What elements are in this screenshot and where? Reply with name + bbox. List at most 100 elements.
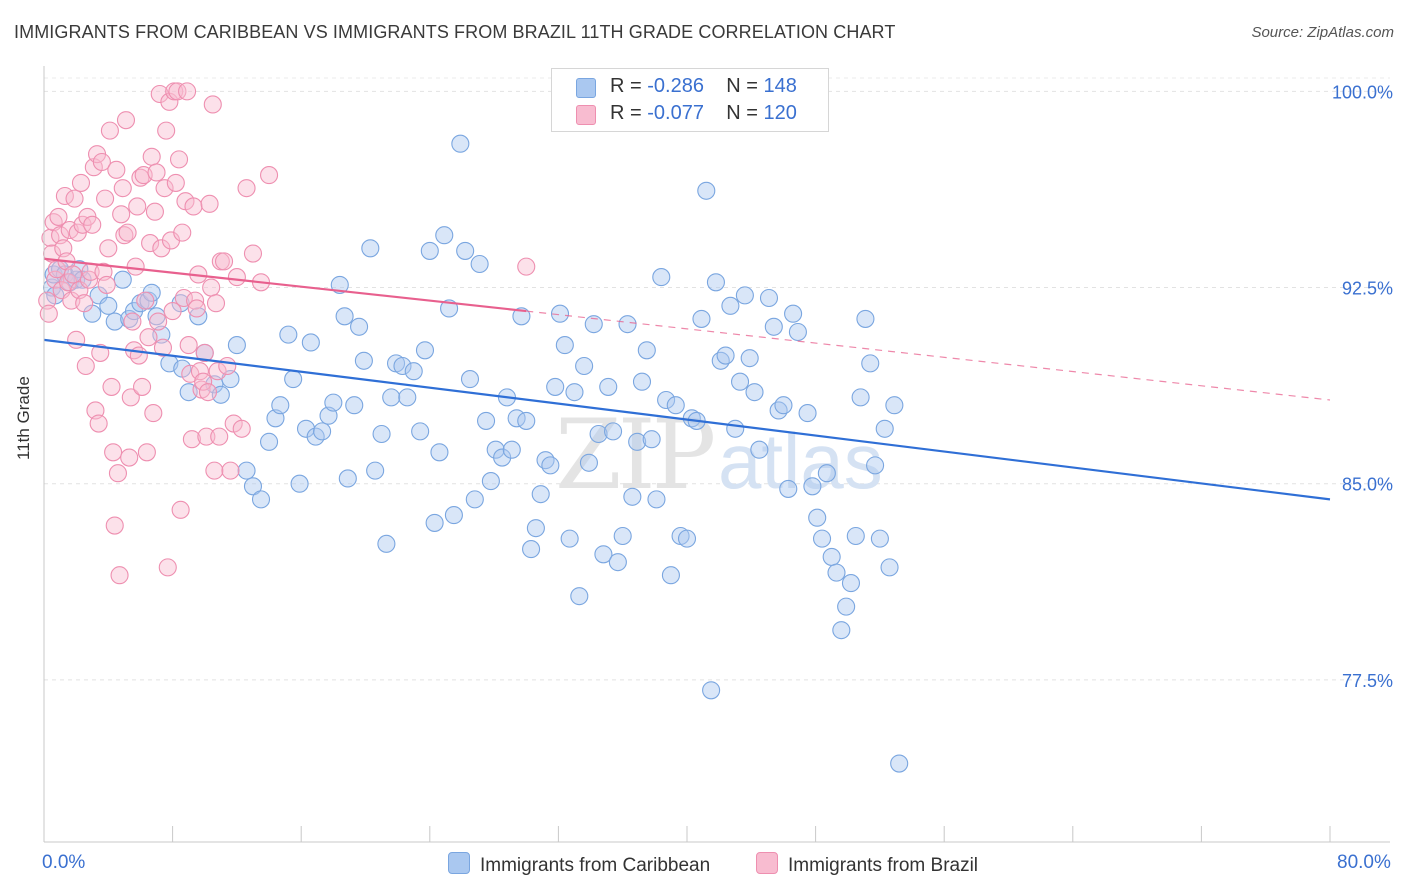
brazil-point <box>197 427 216 446</box>
brazil-point <box>44 213 63 232</box>
caribbean-point <box>803 477 822 496</box>
caribbean-point <box>652 268 671 287</box>
caribbean-point <box>846 526 865 546</box>
caribbean-point <box>750 440 769 459</box>
caribbean-point <box>517 411 536 430</box>
caribbean-point <box>774 396 793 415</box>
brazil-point <box>131 168 150 187</box>
caribbean-point <box>570 587 589 606</box>
brazil-point <box>108 464 127 483</box>
series-caribbean-points <box>42 82 909 773</box>
caribbean-point <box>456 241 475 260</box>
bottom-legend-caribbean: Immigrants from Caribbean <box>448 852 710 877</box>
brazil-point <box>182 430 201 449</box>
brazil-point <box>166 173 185 192</box>
caribbean-point <box>721 296 740 315</box>
caribbean-point <box>541 456 560 475</box>
watermark-atlas: atlas <box>718 417 883 505</box>
brazil-point <box>187 299 206 318</box>
brazil-point <box>214 252 234 271</box>
caribbean-point <box>832 621 851 640</box>
brazil-point <box>116 111 136 130</box>
caribbean-point <box>560 529 579 548</box>
brazil-point <box>63 265 82 284</box>
caribbean-point <box>589 424 608 444</box>
brazil-point <box>237 179 256 198</box>
source-label: Source: ZipAtlas.com <box>1251 24 1394 41</box>
brazil-point <box>174 288 193 308</box>
caribbean-point <box>706 273 725 292</box>
caribbean-point <box>345 396 364 415</box>
correlation-legend: R = -0.286 N = 148 R = -0.077 N = 120 <box>551 68 829 132</box>
caribbean-point <box>338 469 357 488</box>
caribbean-point <box>740 349 759 368</box>
brazil-point <box>110 566 129 585</box>
y-tick-label: 92.5% <box>1342 279 1393 299</box>
brazil-point <box>152 239 171 258</box>
caribbean-point <box>661 566 680 585</box>
brazil-point <box>139 328 158 347</box>
brazil-point <box>205 461 224 480</box>
caribbean-point <box>716 346 735 365</box>
caribbean-point <box>657 390 676 410</box>
bottom-legend-label-brazil: Immigrants from Brazil <box>788 855 979 876</box>
brazil-point <box>49 207 68 226</box>
brazil-point <box>221 461 240 480</box>
brazil-point <box>39 304 58 323</box>
brazil-point <box>198 383 218 402</box>
caribbean-point <box>827 563 846 582</box>
brazil-point <box>75 294 94 313</box>
caribbean-point <box>444 506 463 525</box>
brazil-point <box>153 338 173 357</box>
caribbean-point <box>735 286 754 305</box>
caribbean-point <box>784 304 803 323</box>
caribbean-point <box>420 241 439 260</box>
brazil-point <box>194 372 213 391</box>
caribbean-point <box>613 526 632 546</box>
x-tick-label-max: 80.0% <box>1337 852 1391 873</box>
caribbean-point <box>642 430 661 449</box>
caribbean-point <box>398 388 417 407</box>
brazil-point <box>184 197 203 216</box>
caribbean-point <box>841 574 861 593</box>
y-tick-label: 77.5% <box>1342 671 1393 691</box>
y-axis-label: 11th Grade <box>14 376 33 460</box>
caribbean-point <box>313 422 332 441</box>
brazil-point <box>158 558 177 577</box>
caribbean-point <box>411 422 430 441</box>
brazil-point <box>76 356 95 376</box>
caribbean-point <box>579 453 598 472</box>
brazil-point <box>157 121 176 140</box>
caribbean-point <box>599 377 618 396</box>
x-tick-label-min: 0.0% <box>42 852 86 873</box>
brazil-point <box>105 516 124 535</box>
caribbean-point <box>335 307 354 326</box>
legend-n-label: N = <box>726 102 758 124</box>
caribbean-point <box>692 309 711 328</box>
caribbean-point <box>822 547 841 566</box>
caribbean-point <box>608 553 627 572</box>
caribbean-point <box>885 396 904 415</box>
caribbean-point <box>565 383 584 402</box>
caribbean-point <box>880 558 899 577</box>
caribbean-point <box>290 474 309 493</box>
legend-swatch-brazil <box>576 105 596 125</box>
caribbean-point <box>354 351 373 370</box>
caribbean-point <box>526 519 545 538</box>
brazil-point <box>115 226 134 245</box>
brazil-point <box>169 150 189 169</box>
brazil-point <box>145 202 164 221</box>
brazil-point <box>142 147 161 166</box>
caribbean-point <box>890 754 909 773</box>
brazil-point <box>128 197 147 216</box>
brazil-point <box>71 173 91 192</box>
brazil-point <box>147 163 166 182</box>
legend-n-label: N = <box>726 75 758 97</box>
caribbean-point <box>531 485 550 504</box>
caribbean-point <box>584 315 603 334</box>
y-tick-label: 85.0% <box>1342 475 1393 495</box>
legend-r-label: R = <box>610 102 642 124</box>
brazil-point <box>149 312 168 331</box>
caribbean-point <box>99 296 118 315</box>
caribbean-point <box>259 432 279 451</box>
